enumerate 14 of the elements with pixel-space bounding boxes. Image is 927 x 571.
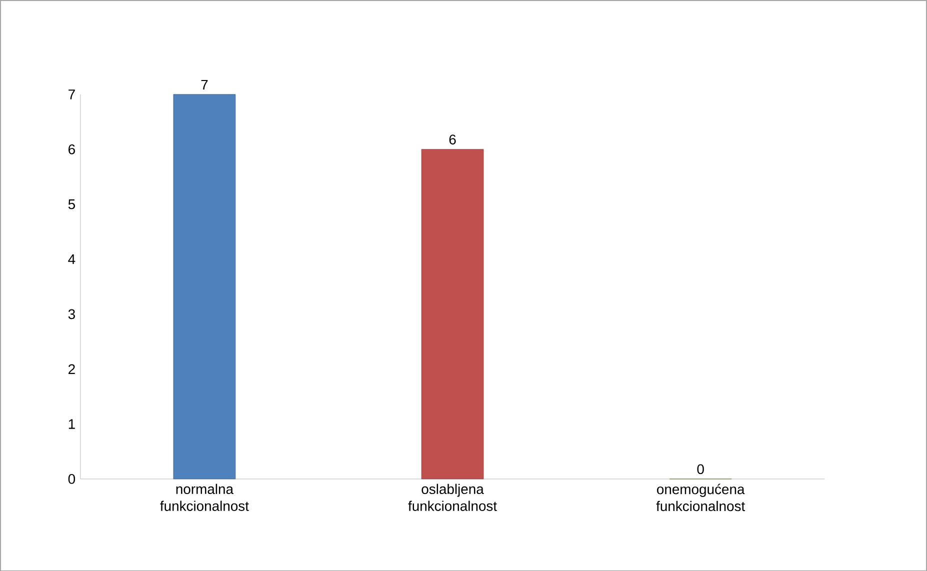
y-tick-label: 3 bbox=[68, 309, 75, 319]
y-tick-label: 1 bbox=[68, 419, 75, 429]
y-tick-label: 4 bbox=[68, 254, 76, 264]
y-tick-label: 0 bbox=[68, 474, 76, 484]
data-label: 0 bbox=[697, 464, 704, 474]
x-tick-label: normalna funkcionalnost bbox=[160, 484, 249, 511]
data-label: 7 bbox=[201, 80, 208, 90]
y-tick-label: 6 bbox=[68, 144, 75, 154]
x-tick-label: oslabljena funkcionalnost bbox=[408, 484, 497, 511]
y-tick-label: 2 bbox=[68, 364, 75, 374]
x-tick-label: onemogućena funkcionalnost bbox=[656, 484, 746, 511]
y-tick-label: 7 bbox=[68, 89, 75, 100]
y-tick-label: 5 bbox=[68, 199, 75, 209]
data-label: 6 bbox=[449, 134, 456, 144]
